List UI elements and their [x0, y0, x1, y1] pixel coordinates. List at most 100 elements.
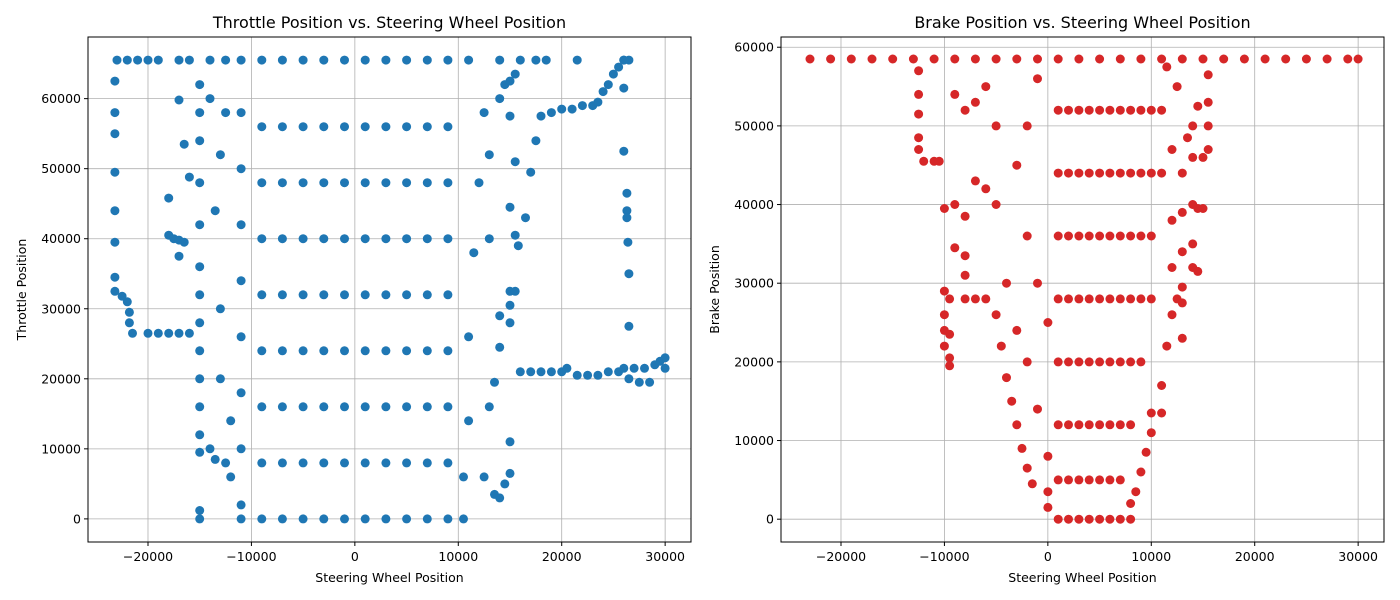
scatter-point	[110, 206, 120, 216]
x-tick-label: 20000	[1235, 549, 1275, 564]
scatter-point	[112, 55, 122, 65]
scatter-point	[257, 234, 267, 244]
scatter-point	[1162, 62, 1172, 72]
scatter-point	[464, 332, 474, 342]
scatter-point	[319, 402, 329, 412]
scatter-point	[619, 83, 629, 93]
scatter-point	[510, 286, 520, 296]
scatter-point	[1022, 231, 1032, 241]
scatter-point	[1095, 168, 1105, 178]
scatter-point	[1167, 310, 1177, 320]
scatter-point	[1131, 487, 1141, 497]
scatter-point	[1074, 475, 1084, 485]
scatter-point	[1084, 475, 1094, 485]
scatter-point	[1053, 420, 1063, 430]
scatter-point	[360, 290, 370, 300]
scatter-point	[1095, 514, 1105, 524]
scatter-point	[484, 234, 494, 244]
scatter-point	[1095, 54, 1105, 64]
scatter-point	[531, 55, 541, 65]
scatter-point	[1064, 105, 1073, 115]
scatter-point	[939, 341, 949, 351]
scatter-point	[960, 270, 970, 280]
scatter-point	[1188, 121, 1198, 131]
scatter-point	[1115, 357, 1125, 367]
scatter-point	[402, 346, 412, 356]
scatter-point	[210, 206, 220, 216]
scatter-point	[1105, 294, 1115, 304]
scatter-point	[513, 241, 523, 251]
scatter-point	[945, 294, 955, 304]
scatter-point	[236, 500, 246, 510]
scatter-point	[360, 122, 370, 132]
scatter-point	[1033, 74, 1042, 84]
scatter-point	[257, 178, 267, 188]
scatter-point	[210, 454, 220, 464]
y-tick-label: 0	[766, 512, 774, 527]
scatter-point	[184, 328, 194, 338]
scatter-point	[257, 402, 267, 412]
scatter-point	[1177, 282, 1187, 292]
scatter-point	[1074, 231, 1084, 241]
scatter-point	[340, 178, 349, 188]
scatter-point	[402, 514, 412, 524]
scatter-point	[110, 129, 120, 139]
scatter-point	[110, 108, 120, 118]
scatter-point	[443, 514, 453, 524]
scatter-point	[1126, 420, 1136, 430]
scatter-point	[128, 328, 137, 338]
scatter-point	[319, 346, 329, 356]
scatter-point	[1198, 204, 1208, 213]
data-points	[805, 54, 1363, 524]
scatter-point	[1043, 502, 1053, 512]
scatter-point	[1053, 514, 1063, 524]
scatter-point	[277, 290, 287, 300]
scatter-point	[593, 370, 603, 380]
x-tick-label: −10000	[919, 549, 969, 564]
scatter-point	[622, 213, 632, 223]
scatter-point	[319, 290, 329, 300]
scatter-point	[195, 402, 205, 412]
x-tick-label: 30000	[645, 549, 685, 564]
scatter-point	[381, 458, 391, 468]
x-axis-label: Steering Wheel Position	[1008, 570, 1156, 585]
scatter-point	[572, 370, 582, 380]
scatter-point	[1105, 475, 1115, 485]
scatter-point	[505, 111, 515, 121]
scatter-point	[546, 367, 556, 377]
scatter-point	[950, 54, 960, 64]
scatter-point	[888, 54, 898, 64]
scatter-point	[340, 290, 349, 300]
scatter-point	[1043, 451, 1053, 461]
scatter-point	[360, 178, 370, 188]
scatter-point	[1064, 420, 1073, 430]
scatter-point	[1105, 231, 1115, 241]
scatter-point	[1126, 294, 1136, 304]
scatter-point	[593, 97, 603, 107]
scatter-point	[495, 94, 505, 104]
scatter-point	[629, 363, 639, 373]
scatter-point	[277, 234, 287, 244]
y-tick-label: 50000	[41, 161, 81, 176]
scatter-point	[340, 234, 349, 244]
scatter-point	[1095, 231, 1105, 241]
plot-frame	[780, 36, 1385, 543]
scatter-point	[226, 472, 236, 482]
scatter-point	[991, 310, 1001, 320]
scatter-point	[236, 164, 246, 174]
scatter-point	[526, 167, 536, 177]
scatter-point	[1162, 341, 1172, 351]
y-axis-ticks: 0 10000 20000 30000 40000 50000 60000	[734, 40, 781, 527]
scatter-point	[195, 374, 205, 384]
scatter-point	[660, 363, 670, 373]
scatter-point	[340, 514, 349, 524]
scatter-point	[536, 111, 546, 121]
scatter-point	[164, 328, 174, 338]
scatter-point	[531, 136, 541, 146]
scatter-point	[1203, 97, 1213, 107]
scatter-point	[1301, 54, 1311, 64]
scatter-point	[1012, 54, 1022, 64]
scatter-point	[1002, 373, 1011, 383]
scatter-point	[298, 458, 308, 468]
scatter-point	[572, 55, 582, 65]
